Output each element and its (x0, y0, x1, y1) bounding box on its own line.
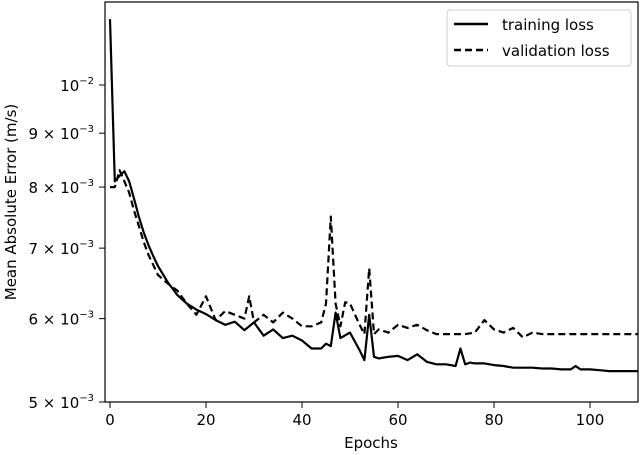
x-tick-label: 100 (576, 411, 605, 429)
legend: training loss validation loss (446, 9, 632, 67)
axes-frame (104, 1, 639, 403)
legend-box (446, 9, 632, 67)
validation-loss-line (110, 169, 638, 339)
plot-lines (108, 19, 638, 373)
y-tick-label: 10−2 (60, 76, 94, 95)
x-tick-label: 40 (292, 411, 311, 429)
x-tick-label: 20 (196, 411, 215, 429)
legend-training-label: training loss (502, 16, 594, 34)
y-tick-label: 6 × 10−3 (29, 310, 95, 329)
legend-validation-label: validation loss (502, 42, 610, 60)
x-axis-label: Epochs (344, 434, 398, 452)
training-loss-line (108, 19, 638, 373)
y-tick-label: 7 × 10−3 (29, 239, 95, 258)
y-tick-label: 9 × 10−3 (29, 124, 95, 143)
x-axis-ticks: 0 20 40 60 80 100 (105, 402, 604, 429)
y-tick-label: 5 × 10−3 (29, 393, 95, 412)
x-tick-label: 0 (105, 411, 115, 429)
y-axis-label: Mean Absolute Error (m/s) (2, 104, 20, 300)
y-tick-label: 8 × 10−3 (29, 178, 95, 197)
x-tick-label: 80 (484, 411, 503, 429)
y-axis-ticks: 10−2 9 × 10−3 8 × 10−3 7 × 10−3 6 × 10−3 5 × … (29, 76, 105, 412)
x-tick-label: 60 (388, 411, 407, 429)
